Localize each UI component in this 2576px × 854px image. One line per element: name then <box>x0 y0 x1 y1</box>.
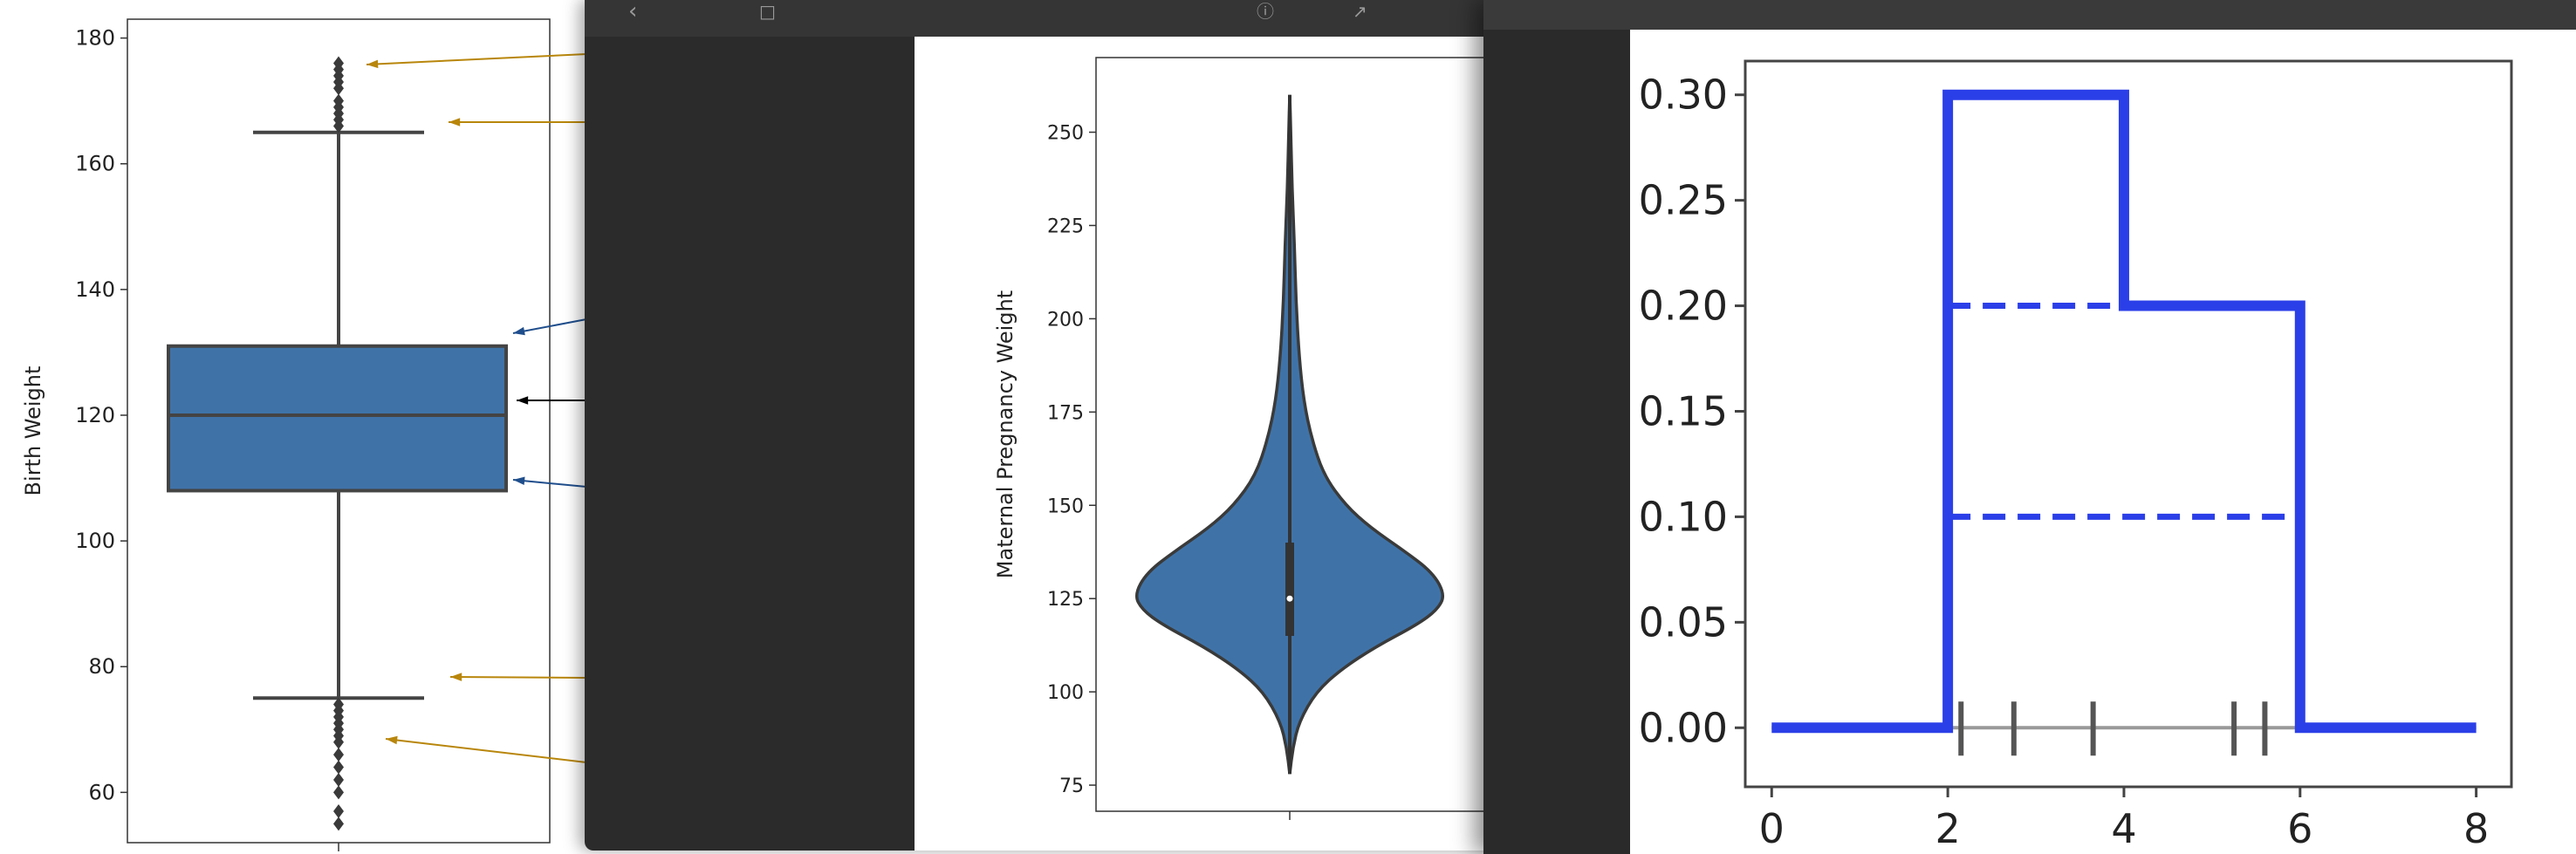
x-tick-label: 6 <box>2287 805 2312 852</box>
y-tick-label: 120 <box>75 403 115 427</box>
y-tick-label: 160 <box>75 152 115 176</box>
violin-chart: 75 100 125 150 175 200 225 250 Maternal Pregnan… <box>993 57 1511 820</box>
share-icon[interactable]: ↗ <box>1353 1 1367 22</box>
outlier-point <box>333 748 344 762</box>
violin-marks <box>1134 94 1445 775</box>
y-tick-label: 250 <box>1047 123 1084 145</box>
y-tick-label: 140 <box>75 277 115 302</box>
outlier-high-arrow-head <box>367 59 379 69</box>
iqr-box <box>167 344 508 493</box>
step-window-titlebar[interactable] <box>1483 0 2576 30</box>
y-tick-label: 80 <box>88 654 115 679</box>
violin-iqr-bar <box>1285 543 1294 636</box>
outlier-low-arrow-head <box>386 735 398 745</box>
outlier-point <box>333 816 344 831</box>
y-tick-label: 0.10 <box>1639 493 1728 540</box>
outlier-high-arrow <box>366 53 587 65</box>
median-arrow-head <box>517 396 529 405</box>
y-tick-label: 225 <box>1047 215 1084 237</box>
q3-arrow-head <box>513 326 525 336</box>
violin-y-axis: 75 100 125 150 175 200 225 250 <box>1047 123 1291 820</box>
y-tick-label: 125 <box>1047 589 1084 611</box>
boxplot-marks <box>167 56 508 831</box>
step-window[interactable]: 0.00 0.05 0.10 0.15 0.20 0.25 0.30 0 2 4 6 8 <box>1483 0 2576 854</box>
outlier-point <box>333 56 344 71</box>
step-marks <box>1771 89 2477 756</box>
x-tick-label: 8 <box>2463 805 2489 852</box>
step-frame <box>1744 59 2513 789</box>
upper-whisker-arrow-head <box>449 118 461 126</box>
y-tick-label: 150 <box>1047 495 1084 517</box>
outlier-low-arrow <box>385 738 587 763</box>
step-x-axis: 0 2 4 6 8 <box>1759 787 2489 852</box>
y-tick-label: 0.15 <box>1639 387 1728 434</box>
x-tick-label: 0 <box>1759 805 1785 852</box>
x-tick-label: 4 <box>2111 805 2136 852</box>
outlier-point <box>333 803 344 818</box>
boxplot-chart: 60 80 100 120 140 160 180 Birth Weight <box>21 18 587 851</box>
y-tick-label: 0.00 <box>1639 704 1728 751</box>
q1-arrow-head <box>513 476 525 486</box>
y-tick-label: 175 <box>1047 402 1084 424</box>
violin-content: 75 100 125 150 175 200 225 250 Maternal Pregnan… <box>915 37 1511 851</box>
back-icon[interactable]: ‹ <box>628 0 638 24</box>
x-tick-label: 2 <box>1935 805 1960 852</box>
y-tick-label: 75 <box>1059 775 1084 797</box>
lower-whisker-arrow <box>449 676 587 679</box>
violin-median-dot <box>1286 595 1293 602</box>
file-icon[interactable]: □ <box>759 1 776 22</box>
y-tick-label: 180 <box>75 26 115 51</box>
boxplot-annotations <box>366 53 587 763</box>
step-line <box>1771 89 2477 734</box>
y-tick-label: 0.25 <box>1639 177 1728 224</box>
outlier-point <box>333 760 344 775</box>
step-chart: 0.00 0.05 0.10 0.15 0.20 0.25 0.30 0 2 4 6 8 <box>1639 59 2513 852</box>
step-content: 0.00 0.05 0.10 0.15 0.20 0.25 0.30 0 2 4 6 8 <box>1630 30 2576 854</box>
y-tick-label: 0.30 <box>1639 72 1728 119</box>
step-y-axis: 0.00 0.05 0.10 0.15 0.20 0.25 0.30 <box>1639 72 1745 751</box>
lower-whisker-arrow-head <box>450 673 462 681</box>
outlier-point <box>333 772 344 787</box>
y-tick-label: 200 <box>1047 309 1084 331</box>
q3-arrow <box>512 318 587 334</box>
outlier-point <box>333 697 344 712</box>
violin-window-titlebar[interactable]: ‹ □ ⓘ ↗ <box>585 0 1501 37</box>
y-tick-label: 60 <box>88 780 115 804</box>
info-icon[interactable]: ⓘ <box>1257 1 1274 22</box>
outlier-point <box>333 93 344 108</box>
y-tick-label: 100 <box>75 529 115 553</box>
y-tick-label: 0.20 <box>1639 283 1728 330</box>
y-tick-label: 100 <box>1047 682 1084 704</box>
boxplot-y-label: Birth Weight <box>21 366 45 496</box>
y-tick-label: 0.05 <box>1639 598 1728 646</box>
violin-window[interactable]: ‹ □ ⓘ ↗ 75 100 125 150 175 200 225 250 Maternal… <box>585 0 1511 851</box>
violin-y-label: Maternal Pregnancy Weight <box>993 290 1017 578</box>
q1-arrow <box>512 479 587 488</box>
boxplot-y-axis: 60 80 100 120 140 160 180 <box>75 26 339 851</box>
outlier-point <box>333 785 344 800</box>
